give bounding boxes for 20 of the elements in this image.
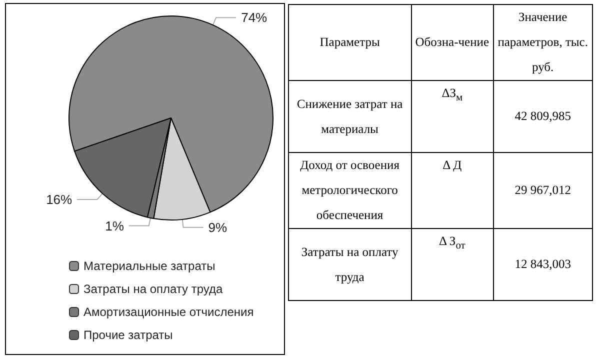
text: Δ З$_{от}$	[411, 228, 494, 300]
text: Δ Д	[411, 152, 494, 228]
legend-label: Затраты на оплату труда	[84, 282, 224, 296]
text: Значение параметров, тыс. руб.	[493, 4, 592, 80]
legend-label: Материальные затраты	[84, 259, 216, 273]
text: 29 967,012	[493, 152, 592, 228]
text: 42 809,985	[493, 80, 592, 152]
data-label: 16%	[46, 192, 73, 207]
text: 12 843,003	[493, 228, 592, 300]
data-label: 74%	[241, 10, 268, 26]
text: Параметры	[288, 4, 412, 80]
text: Доход от освоения метрологического обеспечения	[288, 152, 412, 228]
text: Обозна-чение	[411, 4, 494, 80]
data-label: 1%	[105, 218, 124, 234]
legend-label: Амортизационные отчисления	[84, 305, 254, 319]
legend-label: Прочие затраты	[84, 328, 173, 342]
text: ΔЗ$_{м}$	[411, 80, 494, 152]
text: Затраты на оплату труда	[288, 228, 412, 300]
text: Снижение затрат на материалы	[288, 80, 412, 152]
data-label: 9%	[208, 220, 228, 235]
